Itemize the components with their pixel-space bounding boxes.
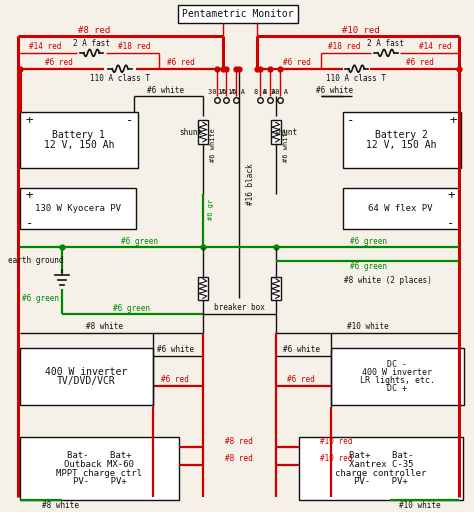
Text: -: -: [26, 217, 33, 230]
Text: #6 white: #6 white: [283, 128, 289, 162]
Text: Battery 1: Battery 1: [52, 131, 105, 140]
Text: 30 A: 30 A: [208, 90, 225, 96]
Text: #6 white: #6 white: [157, 346, 194, 354]
Text: TV/DVD/VCR: TV/DVD/VCR: [57, 376, 116, 387]
Text: #18 red: #18 red: [328, 42, 361, 51]
Text: Xantrex C-35: Xantrex C-35: [349, 460, 413, 469]
Text: #8 red: #8 red: [225, 437, 253, 445]
Text: Battery 2: Battery 2: [375, 131, 428, 140]
Text: #6 red: #6 red: [287, 375, 315, 384]
Text: earth ground: earth ground: [8, 257, 63, 265]
Text: #6 green: #6 green: [350, 262, 387, 271]
Text: charge controller: charge controller: [335, 468, 427, 478]
Text: 2 A fast: 2 A fast: [73, 39, 110, 49]
Text: Bat+    Bat-: Bat+ Bat-: [349, 451, 413, 460]
Bar: [198, 120, 208, 144]
Text: #14 red: #14 red: [419, 42, 451, 51]
Text: 8 A: 8 A: [264, 90, 276, 96]
Text: #16 black: #16 black: [246, 164, 255, 205]
Text: #10 white: #10 white: [347, 322, 389, 331]
Text: LR lights, etc.: LR lights, etc.: [360, 376, 435, 385]
Text: -: -: [347, 114, 354, 127]
Text: #8 red: #8 red: [225, 455, 253, 463]
Text: shunt: shunt: [274, 127, 297, 137]
Text: 400 W inverter: 400 W inverter: [45, 367, 127, 377]
Text: breaker box: breaker box: [214, 303, 264, 312]
Bar: [20, 112, 138, 168]
Bar: [20, 348, 153, 406]
Text: 2 A fast: 2 A fast: [367, 39, 404, 49]
Text: +: +: [447, 189, 455, 202]
Text: #10 red: #10 red: [319, 437, 352, 445]
Text: 30 A: 30 A: [271, 90, 288, 96]
Bar: [20, 187, 136, 229]
Bar: [343, 112, 461, 168]
Text: #6 green: #6 green: [113, 304, 150, 313]
Text: #6 red: #6 red: [45, 58, 73, 67]
Text: -: -: [126, 114, 134, 127]
Text: PV-    PV+: PV- PV+: [354, 477, 408, 486]
Bar: [271, 276, 281, 301]
Text: shunt: shunt: [180, 127, 202, 137]
Text: #18 red: #18 red: [118, 42, 150, 51]
Text: #8 white: #8 white: [42, 501, 79, 510]
Text: 15 A: 15 A: [228, 90, 245, 96]
Text: #6 red: #6 red: [406, 58, 433, 67]
Text: #6 white: #6 white: [210, 128, 216, 162]
Text: +: +: [26, 114, 33, 127]
Text: PV-    PV+: PV- PV+: [73, 477, 126, 486]
Text: MPPT charge ctrl: MPPT charge ctrl: [56, 468, 142, 478]
Text: -: -: [447, 217, 455, 230]
Text: #6 red: #6 red: [167, 58, 195, 67]
Text: 12 V, 150 Ah: 12 V, 150 Ah: [44, 140, 114, 150]
Text: 64 W flex PV: 64 W flex PV: [368, 204, 433, 213]
Bar: [198, 276, 208, 301]
Text: +: +: [449, 114, 456, 127]
Bar: [271, 120, 281, 144]
Text: 15 A: 15 A: [218, 90, 235, 96]
Text: #8 red: #8 red: [78, 26, 110, 35]
Text: 110 A class T: 110 A class T: [327, 74, 386, 83]
Text: 130 W Kyocera PV: 130 W Kyocera PV: [35, 204, 121, 213]
Text: #6 gr: #6 gr: [208, 199, 214, 220]
Text: 110 A class T: 110 A class T: [90, 74, 150, 83]
Bar: [331, 348, 464, 406]
Bar: [343, 187, 459, 229]
Text: Outback MX-60: Outback MX-60: [64, 460, 134, 469]
Text: #6 red: #6 red: [283, 58, 311, 67]
Text: DC -: DC -: [387, 360, 407, 369]
Bar: [299, 437, 463, 501]
Text: #10 white: #10 white: [399, 501, 440, 510]
Text: #6 green: #6 green: [350, 237, 387, 246]
Text: #14 red: #14 red: [29, 42, 62, 51]
Text: #10 red: #10 red: [319, 455, 352, 463]
Text: #6 white: #6 white: [283, 346, 320, 354]
Text: 8 A: 8 A: [254, 90, 266, 96]
Text: Pentametric Monitor: Pentametric Monitor: [182, 9, 294, 19]
Text: #8 white (2 places): #8 white (2 places): [344, 276, 432, 285]
Text: Bat-    Bat+: Bat- Bat+: [67, 451, 132, 460]
Text: #6 green: #6 green: [22, 294, 59, 303]
Text: 12 V, 150 Ah: 12 V, 150 Ah: [366, 140, 437, 150]
Bar: [20, 437, 179, 501]
Text: DC +: DC +: [387, 384, 407, 393]
Text: #8 white: #8 white: [86, 322, 123, 331]
Text: #6 red: #6 red: [161, 375, 189, 384]
Text: +: +: [26, 189, 33, 202]
Text: #6 green: #6 green: [121, 237, 158, 246]
Bar: [178, 5, 298, 23]
Text: #10 red: #10 red: [342, 26, 379, 35]
Text: #6 white: #6 white: [316, 86, 353, 95]
Text: 400 W inverter: 400 W inverter: [362, 368, 432, 377]
Text: #6 white: #6 white: [147, 86, 184, 95]
